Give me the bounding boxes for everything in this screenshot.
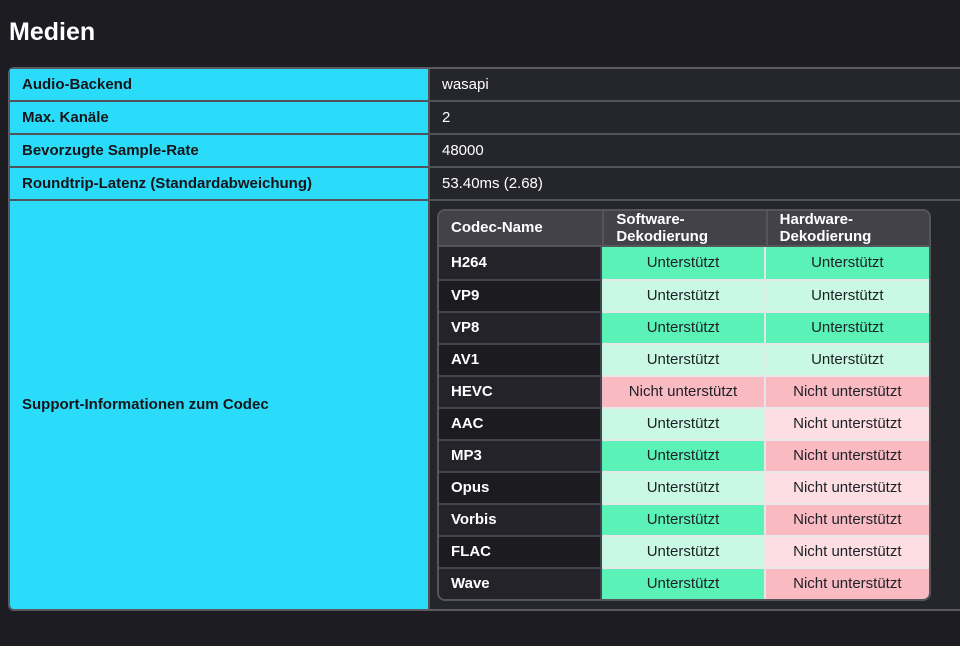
hardware-decoding-status-cell: Unterstützt [765,278,929,311]
hardware-decoding-status-cell: Unterstützt [765,310,929,343]
codec-section: Support-Informationen zum Codec Codec-Na… [10,200,960,609]
info-row: Roundtrip-Latenz (Standardabweichung) 53… [10,167,960,201]
hardware-decoding-status-cell: Nicht unterstützt [765,470,929,503]
codec-name-cell: H264 [439,246,603,279]
software-decoding-status-cell: Unterstützt [602,534,766,567]
page-title: Medien [9,18,96,46]
codec-table-head: Codec-Name Software-Dekodierung Hardware… [439,210,929,247]
info-row: Max. Kanäle 2 [10,101,960,135]
codec-name-cell: Opus [439,470,603,503]
codec-name-cell: Vorbis [439,502,603,535]
codec-row: FLAC Unterstützt Nicht unterstützt [439,534,929,567]
codec-row: MP3 Unterstützt Nicht unterstützt [439,438,929,471]
hardware-decoding-status-cell: Unterstützt [765,342,929,375]
info-rows: Audio-Backend wasapi Max. Kanäle 2 Bevor… [10,68,960,201]
codec-name-cell: HEVC [439,374,603,407]
codec-row: H264 Unterstützt Unterstützt [439,246,929,279]
codec-section-row: Support-Informationen zum Codec Codec-Na… [10,200,960,609]
software-decoding-status-cell: Unterstützt [602,566,766,599]
codec-name-cell: FLAC [439,534,603,567]
column-header-codec-name: Codec-Name [439,210,603,247]
info-row-label: Bevorzugte Sample-Rate [10,134,430,168]
software-decoding-status-cell: Unterstützt [602,438,766,471]
column-header-software-decoding: Software-Dekodierung [602,210,766,247]
codec-name-cell: VP9 [439,278,603,311]
codec-table-container: Codec-Name Software-Dekodierung Hardware… [430,200,960,609]
codec-header-row: Codec-Name Software-Dekodierung Hardware… [439,210,929,247]
software-decoding-status-cell: Unterstützt [602,246,766,279]
codec-row: VP9 Unterstützt Unterstützt [439,278,929,311]
codec-rows: H264 Unterstützt Unterstützt VP9 Unterst… [439,246,929,599]
software-decoding-status-cell: Nicht unterstützt [602,374,766,407]
codec-row: Vorbis Unterstützt Nicht unterstützt [439,502,929,535]
codec-support-table: Codec-Name Software-Dekodierung Hardware… [437,208,931,601]
software-decoding-status-cell: Unterstützt [602,342,766,375]
hardware-decoding-status-cell: Nicht unterstützt [765,374,929,407]
info-row-label: Roundtrip-Latenz (Standardabweichung) [10,167,430,201]
codec-row: HEVC Nicht unterstützt Nicht unterstützt [439,374,929,407]
hardware-decoding-status-cell: Nicht unterstützt [765,566,929,599]
info-row-value: 53.40ms (2.68) [430,167,960,201]
codec-name-cell: AV1 [439,342,603,375]
hardware-decoding-status-cell: Nicht unterstützt [765,502,929,535]
software-decoding-status-cell: Unterstützt [602,310,766,343]
hardware-decoding-status-cell: Nicht unterstützt [765,534,929,567]
codec-row: Wave Unterstützt Nicht unterstützt [439,566,929,599]
info-row-label: Max. Kanäle [10,101,430,135]
hardware-decoding-status-cell: Nicht unterstützt [765,406,929,439]
codec-name-cell: MP3 [439,438,603,471]
codec-row: Opus Unterstützt Nicht unterstützt [439,470,929,503]
codec-name-cell: Wave [439,566,603,599]
media-info-table: Audio-Backend wasapi Max. Kanäle 2 Bevor… [8,66,960,611]
hardware-decoding-status-cell: Nicht unterstützt [765,438,929,471]
codec-name-cell: AAC [439,406,603,439]
info-row-label: Audio-Backend [10,68,430,102]
codec-section-label: Support-Informationen zum Codec [10,200,430,609]
software-decoding-status-cell: Unterstützt [602,470,766,503]
info-row-value: 2 [430,101,960,135]
hardware-decoding-status-cell: Unterstützt [765,246,929,279]
software-decoding-status-cell: Unterstützt [602,278,766,311]
codec-name-cell: VP8 [439,310,603,343]
software-decoding-status-cell: Unterstützt [602,406,766,439]
codec-row: VP8 Unterstützt Unterstützt [439,310,929,343]
codec-row: AAC Unterstützt Nicht unterstützt [439,406,929,439]
info-row-value: 48000 [430,134,960,168]
codec-row: AV1 Unterstützt Unterstützt [439,342,929,375]
info-row: Audio-Backend wasapi [10,68,960,102]
software-decoding-status-cell: Unterstützt [602,502,766,535]
info-row-value: wasapi [430,68,960,102]
column-header-hardware-decoding: Hardware-Dekodierung [765,210,929,247]
info-row: Bevorzugte Sample-Rate 48000 [10,134,960,168]
